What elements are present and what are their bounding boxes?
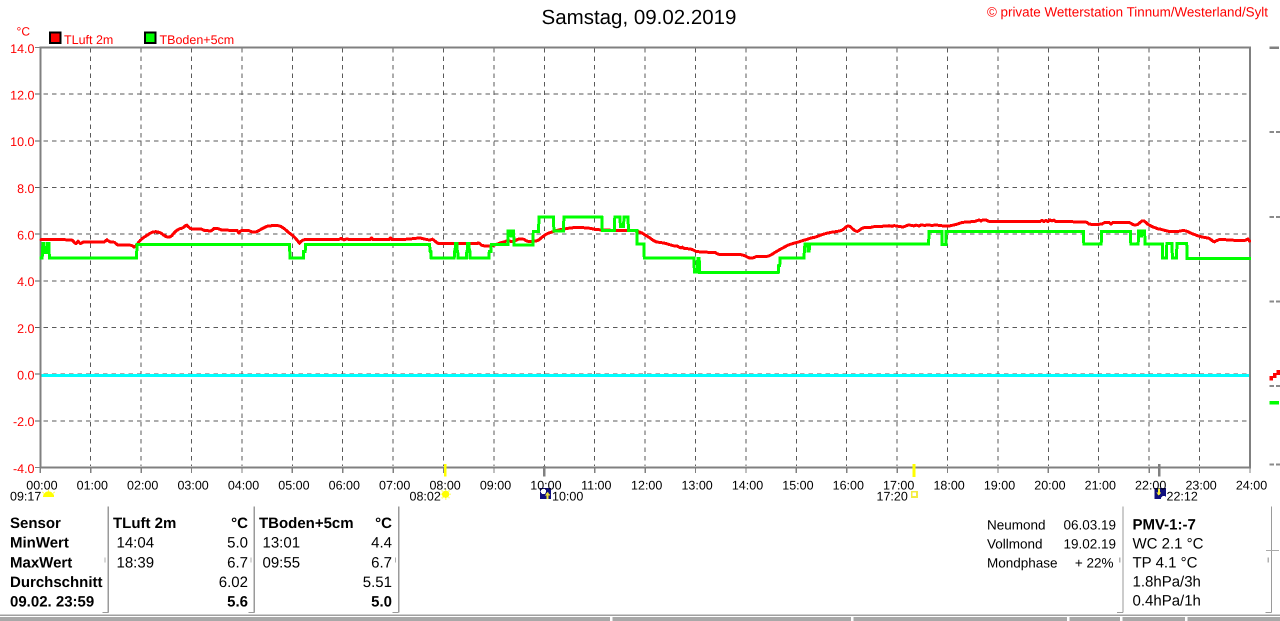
svg-text:14:04: 14:04 xyxy=(117,535,155,552)
svg-text:4.0: 4.0 xyxy=(17,275,34,289)
svg-text:23:00: 23:00 xyxy=(1185,479,1216,493)
svg-text:16:00: 16:00 xyxy=(833,479,864,493)
svg-text:6.0: 6.0 xyxy=(17,228,34,242)
svg-text:TBoden+5cm: TBoden+5cm xyxy=(160,33,235,47)
svg-text:5.0: 5.0 xyxy=(371,594,392,611)
svg-text:03:00: 03:00 xyxy=(177,479,208,493)
svg-text:Neumond: Neumond xyxy=(987,518,1046,533)
svg-text:0.4hPa/1h: 0.4hPa/1h xyxy=(1133,593,1201,610)
svg-text:+ 22%: + 22% xyxy=(1075,556,1114,571)
svg-text:TLuft 2m: TLuft 2m xyxy=(113,515,176,532)
svg-text:TBoden+5cm: TBoden+5cm xyxy=(259,515,354,532)
svg-text:15:00: 15:00 xyxy=(782,479,813,493)
svg-text:5.51: 5.51 xyxy=(363,574,392,591)
svg-text:5.0: 5.0 xyxy=(227,535,248,552)
svg-text:12.0: 12.0 xyxy=(10,88,34,102)
svg-text:05:00: 05:00 xyxy=(278,479,309,493)
svg-text:17:20: 17:20 xyxy=(877,490,908,504)
svg-text:08:02: 08:02 xyxy=(410,490,441,504)
svg-text:06.03.19: 06.03.19 xyxy=(1063,518,1116,533)
svg-text:09:00: 09:00 xyxy=(480,479,511,493)
svg-text:09.02. 23:59: 09.02. 23:59 xyxy=(10,594,94,611)
svg-text:Samstag, 09.02.2019: Samstag, 09.02.2019 xyxy=(542,6,737,29)
svg-text:19.02.19: 19.02.19 xyxy=(1063,537,1116,552)
svg-text:6.7: 6.7 xyxy=(371,554,392,571)
svg-text:08:00: 08:00 xyxy=(429,479,460,493)
svg-text:02:00: 02:00 xyxy=(127,479,158,493)
svg-text:18:00: 18:00 xyxy=(933,479,964,493)
svg-text:6.02: 6.02 xyxy=(219,574,248,591)
svg-text:Vollmond: Vollmond xyxy=(987,537,1043,552)
svg-text:© private Wetterstation Tinnum: © private Wetterstation Tinnum/Westerlan… xyxy=(987,5,1268,20)
svg-text:10.0: 10.0 xyxy=(10,135,34,149)
svg-text:Mondphase: Mondphase xyxy=(987,556,1058,571)
svg-text:°C: °C xyxy=(375,515,392,532)
svg-text:19:00: 19:00 xyxy=(984,479,1015,493)
svg-text:4.4: 4.4 xyxy=(371,535,392,552)
svg-text:TP 4.1 °C: TP 4.1 °C xyxy=(1133,555,1198,572)
svg-text:21:00: 21:00 xyxy=(1085,479,1116,493)
svg-text:°C: °C xyxy=(231,515,248,532)
svg-text:09:17: 09:17 xyxy=(10,490,41,504)
svg-text:Durchschnitt: Durchschnitt xyxy=(10,574,103,591)
svg-text:WC 2.1 °C: WC 2.1 °C xyxy=(1133,536,1204,553)
svg-text:14:00: 14:00 xyxy=(732,479,763,493)
svg-text:07:00: 07:00 xyxy=(379,479,410,493)
svg-text:12:00: 12:00 xyxy=(631,479,662,493)
svg-text:-2.0: -2.0 xyxy=(13,415,35,429)
svg-text:22:00: 22:00 xyxy=(1135,479,1166,493)
svg-text:20:00: 20:00 xyxy=(1034,479,1065,493)
svg-text:PMV-1:-7: PMV-1:-7 xyxy=(1133,516,1196,533)
svg-text:01:00: 01:00 xyxy=(77,479,108,493)
svg-text:Sensor: Sensor xyxy=(10,515,61,532)
svg-text:06:00: 06:00 xyxy=(329,479,360,493)
svg-text:-4.0: -4.0 xyxy=(13,462,35,476)
svg-text:22:12: 22:12 xyxy=(1167,490,1198,504)
svg-text:00:00: 00:00 xyxy=(26,479,57,493)
svg-text:TLuft 2m: TLuft 2m xyxy=(64,33,113,47)
svg-text:24:00: 24:00 xyxy=(1236,479,1267,493)
svg-text:14.0: 14.0 xyxy=(10,42,34,56)
svg-text:0.0: 0.0 xyxy=(17,368,34,382)
svg-text:6.7: 6.7 xyxy=(227,554,248,571)
svg-text:8.0: 8.0 xyxy=(17,182,34,196)
svg-text:04:00: 04:00 xyxy=(228,479,259,493)
svg-text:13:00: 13:00 xyxy=(681,479,712,493)
svg-text:MinWert: MinWert xyxy=(10,535,69,552)
svg-text:2.0: 2.0 xyxy=(17,322,34,336)
svg-text:11:00: 11:00 xyxy=(581,479,611,493)
svg-text:17:00: 17:00 xyxy=(883,479,914,493)
svg-text:09:55: 09:55 xyxy=(263,554,301,571)
svg-text:1.8hPa/3h: 1.8hPa/3h xyxy=(1133,574,1201,591)
svg-text:13:01: 13:01 xyxy=(263,535,301,552)
svg-text:10:00: 10:00 xyxy=(530,479,561,493)
svg-text:18:39: 18:39 xyxy=(117,554,155,571)
svg-text:5.6: 5.6 xyxy=(227,594,248,611)
svg-text:MaxWert: MaxWert xyxy=(10,554,72,571)
svg-text:10:00: 10:00 xyxy=(552,490,583,504)
svg-text:°C: °C xyxy=(17,25,31,39)
